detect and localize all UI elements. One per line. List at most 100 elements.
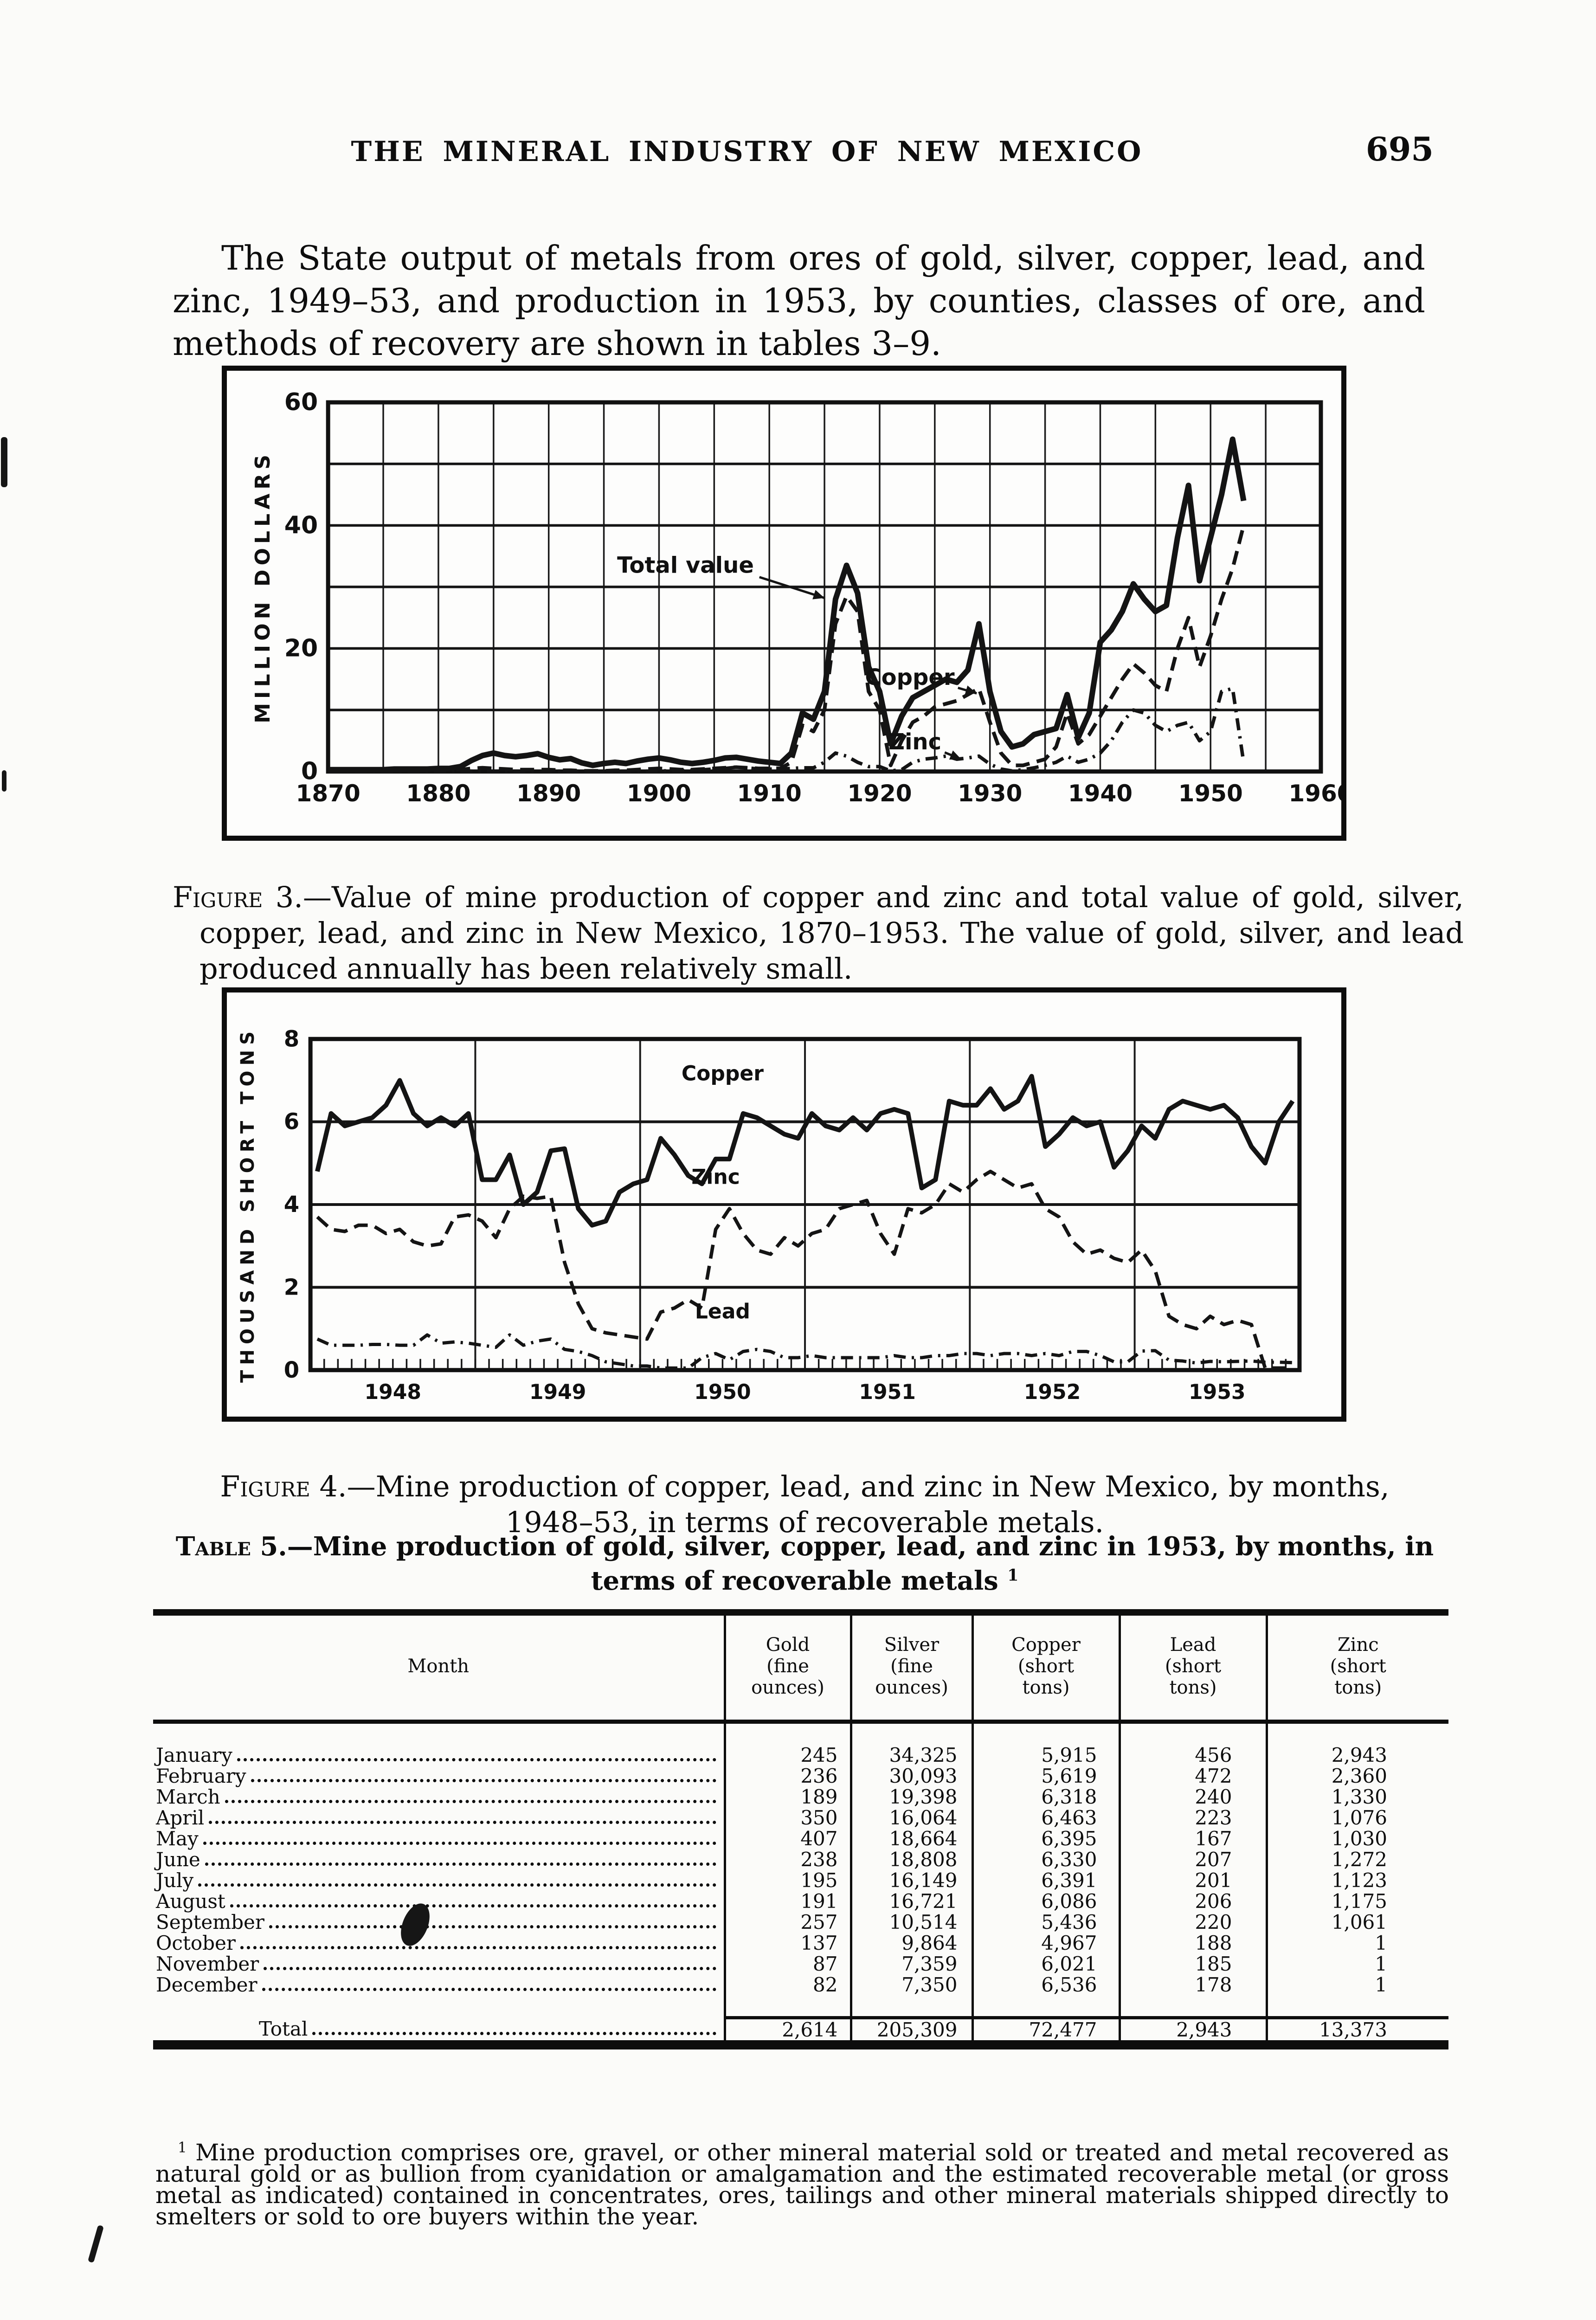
table-cell-month xyxy=(153,1995,725,2018)
table-cell-value: 13,373 xyxy=(1265,2016,1448,2045)
col-header-month: Month xyxy=(153,1612,725,1724)
table-cell-month: March xyxy=(153,1786,725,1807)
table-cell-month: July xyxy=(153,1870,725,1891)
table-cell-value xyxy=(1265,1995,1448,2018)
page-number: 695 xyxy=(1365,130,1434,168)
table-spacer-row xyxy=(153,1721,1448,1745)
table-cell-value xyxy=(1118,1995,1267,2018)
svg-text:1960: 1960 xyxy=(1288,780,1341,807)
table-cell-month: Total xyxy=(153,2018,725,2045)
col-header-gold: Gold (fine ounces) xyxy=(723,1612,851,1724)
col-header-silver: Silver (fine ounces) xyxy=(849,1612,972,1724)
figure3-caption-text: —Value of mine production of copper and … xyxy=(200,880,1464,986)
table-cell-value: 236 xyxy=(723,1766,851,1786)
table-cell-value: 206 xyxy=(1118,1891,1267,1912)
page-title: THE MINERAL INDUSTRY OF NEW MEXICO xyxy=(351,135,1143,168)
svg-text:4: 4 xyxy=(284,1192,299,1218)
figure4-frame: 0 2 4 6 8 1948 1949 1950 1951 1952 1953 THOUSAND SH… xyxy=(222,987,1346,1422)
footnote-text: Mine production comprises ore, gravel, o… xyxy=(155,2139,1449,2230)
svg-text:Lead: Lead xyxy=(695,1300,750,1323)
table-cell-value xyxy=(1265,1721,1448,1745)
table-cell-value: 1,123 xyxy=(1265,1870,1448,1891)
dotted-leader xyxy=(205,1862,716,1866)
table-cell-value: 205,309 xyxy=(849,2016,972,2045)
svg-text:Copper: Copper xyxy=(865,664,955,690)
svg-text:Copper: Copper xyxy=(682,1062,764,1085)
table-row: July 195 16,149 6,391 201 1,123 xyxy=(153,1870,1448,1891)
intro-paragraph: The State output of metals from ores of … xyxy=(173,238,1425,363)
figure3-caption: Figure 3.—Value of mine production of co… xyxy=(173,879,1464,986)
svg-text:8: 8 xyxy=(284,1026,299,1052)
table-row: November 87 7,359 6,021 185 1 xyxy=(153,1953,1448,1974)
table-cell-value: 87 xyxy=(723,1953,851,1974)
table-cell-value xyxy=(971,1721,1120,1745)
table-cell-value xyxy=(1118,1721,1267,1745)
table-cell-month: January xyxy=(153,1745,725,1766)
production-table: Month Gold (fine ounces) Silver (fine ounc… xyxy=(153,1609,1448,2049)
svg-text:0: 0 xyxy=(301,758,318,786)
table-cell-value: 195 xyxy=(723,1870,851,1891)
table-cell-month: May xyxy=(153,1828,725,1849)
table-cell-value: 2,614 xyxy=(723,2016,851,2045)
table-cell-value: 72,477 xyxy=(971,2016,1120,2045)
table-cell-value: 188 xyxy=(1118,1933,1267,1953)
table-cell-value: 6,086 xyxy=(971,1891,1120,1912)
table-cell-value: 18,664 xyxy=(849,1828,972,1849)
dotted-leader xyxy=(209,1821,716,1824)
svg-text:1880: 1880 xyxy=(406,780,470,807)
table-cell-value: 10,514 xyxy=(849,1912,972,1933)
table-cell-value: 5,619 xyxy=(971,1766,1120,1786)
table-cell-month xyxy=(153,1722,725,1745)
table-cell-value: 2,943 xyxy=(1118,2016,1267,2045)
table-cell-month: June xyxy=(153,1849,725,1870)
table-cell-value: 16,064 xyxy=(849,1807,972,1828)
table-cell-value: 1,076 xyxy=(1265,1807,1448,1828)
svg-text:1950: 1950 xyxy=(1178,780,1243,807)
svg-text:60: 60 xyxy=(284,388,318,416)
table-cell-month: August xyxy=(153,1891,725,1912)
figure3-chart: 0 20 40 60 1870 1880 1890 1900 1910 1920 1930 1940 1… xyxy=(251,388,1353,807)
table-cell-value: 167 xyxy=(1118,1828,1267,1849)
table-row: January 245 34,325 5,915 456 2,943 xyxy=(153,1745,1448,1766)
table-row: February 236 30,093 5,619 472 2,360 xyxy=(153,1766,1448,1786)
table-cell-value: 223 xyxy=(1118,1807,1267,1828)
table-cell-value: 1,272 xyxy=(1265,1849,1448,1870)
svg-text:1930: 1930 xyxy=(958,780,1022,807)
table-cell-month: December xyxy=(153,1974,725,1995)
table-cell-value: 220 xyxy=(1118,1912,1267,1933)
table-cell-value: 1,175 xyxy=(1265,1891,1448,1912)
col-header-lead: Lead (short tons) xyxy=(1118,1612,1267,1724)
table-cell-value: 5,436 xyxy=(971,1912,1120,1933)
table-cell-value: 201 xyxy=(1118,1870,1267,1891)
figure4-chart: 0 2 4 6 8 1948 1949 1950 1951 1952 1953 THOUSAND SH… xyxy=(237,1026,1302,1404)
table-cell-value: 2,360 xyxy=(1265,1766,1448,1786)
table-cell-value: 472 xyxy=(1118,1766,1267,1786)
table-cell-value: 1 xyxy=(1265,1933,1448,1953)
scan-artifact xyxy=(1,437,7,487)
table-cell-value: 238 xyxy=(723,1849,851,1870)
table-spacer-row xyxy=(153,1995,1448,2018)
table-row: August 191 16,721 6,086 206 1,175 xyxy=(153,1891,1448,1912)
svg-text:1950: 1950 xyxy=(694,1380,751,1404)
table5-title: Table 5.—Mine production of gold, silver… xyxy=(173,1529,1437,1598)
dotted-leader xyxy=(262,1988,716,1991)
footnote-marker: 1 xyxy=(178,2139,187,2156)
svg-text:1870: 1870 xyxy=(296,780,360,807)
table-cell-value: 6,463 xyxy=(971,1807,1120,1828)
table-cell-value: 240 xyxy=(1118,1786,1267,1807)
svg-text:20: 20 xyxy=(284,635,318,663)
dotted-leader xyxy=(269,1925,716,1928)
table-cell-value: 1,061 xyxy=(1265,1912,1448,1933)
table-cell-value: 34,325 xyxy=(849,1745,972,1766)
svg-text:1910: 1910 xyxy=(737,780,802,807)
dotted-leader xyxy=(198,1883,716,1887)
svg-text:1951: 1951 xyxy=(859,1380,916,1404)
table-cell-value: 16,149 xyxy=(849,1870,972,1891)
table-cell-value xyxy=(723,1721,851,1745)
figure4-caption-label: Figure 4. xyxy=(220,1469,347,1503)
figure3-frame: 0 20 40 60 1870 1880 1890 1900 1910 1920 1930 1940 1… xyxy=(222,366,1353,841)
table-row: October 137 9,864 4,967 188 1 xyxy=(153,1933,1448,1953)
table-cell-value: 407 xyxy=(723,1828,851,1849)
dotted-leader xyxy=(225,1800,716,1803)
table-cell-value: 6,391 xyxy=(971,1870,1120,1891)
